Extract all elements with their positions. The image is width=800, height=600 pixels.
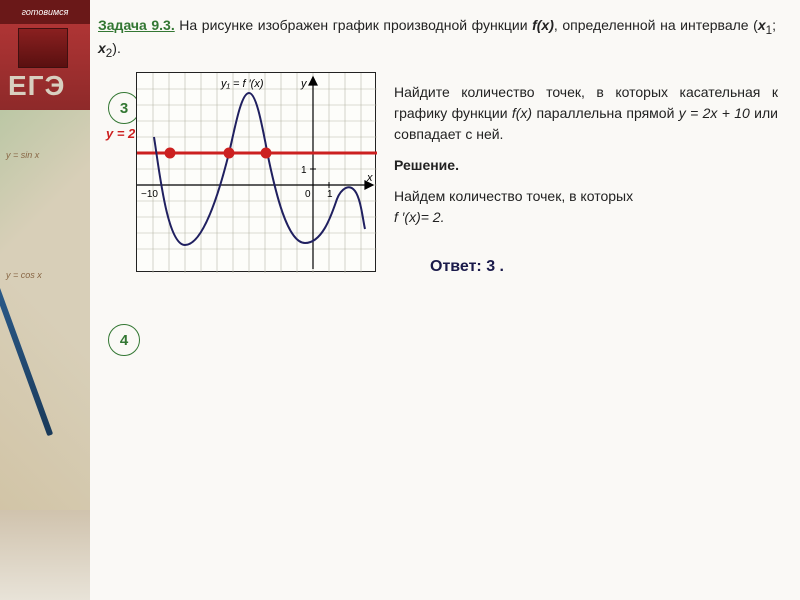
- answer-text: Ответ: 3 .: [430, 258, 504, 276]
- svg-text:1: 1: [327, 189, 333, 200]
- ege-label: ЕГЭ: [8, 70, 65, 102]
- svg-text:y: y: [300, 78, 308, 90]
- graph-y1-label: y₁ = f ′(x): [220, 78, 264, 90]
- step-4-button[interactable]: 4: [108, 324, 140, 356]
- derivative-graph: y₁ = f ′(x) y x −10 1 1 0: [136, 72, 376, 272]
- solution-text: Найдем количество точек, в которых f ′(x…: [394, 186, 778, 228]
- svg-text:1: 1: [301, 165, 307, 176]
- svg-text:−10: −10: [141, 189, 158, 200]
- task-text: Найдите количество точек, в которых каса…: [394, 82, 778, 145]
- y-equals-2-label: y = 2: [106, 126, 135, 141]
- problem-statement: Задача 9.3. На рисунке изображен график …: [98, 16, 776, 61]
- solution-heading: Решение.: [394, 155, 778, 176]
- svg-text:x: x: [366, 172, 373, 184]
- problem-title: Задача 9.3.: [98, 17, 175, 33]
- svg-text:0: 0: [305, 189, 311, 200]
- right-column: Найдите количество точек, в которых каса…: [394, 82, 778, 238]
- sidebar-decoration: готовимся ЕГЭ: [0, 0, 90, 600]
- sidebar-top-label: готовимся: [0, 0, 90, 24]
- math-background: [0, 110, 90, 510]
- book-icon: [18, 28, 68, 68]
- content-area: Задача 9.3. На рисунке изображен график …: [98, 16, 788, 61]
